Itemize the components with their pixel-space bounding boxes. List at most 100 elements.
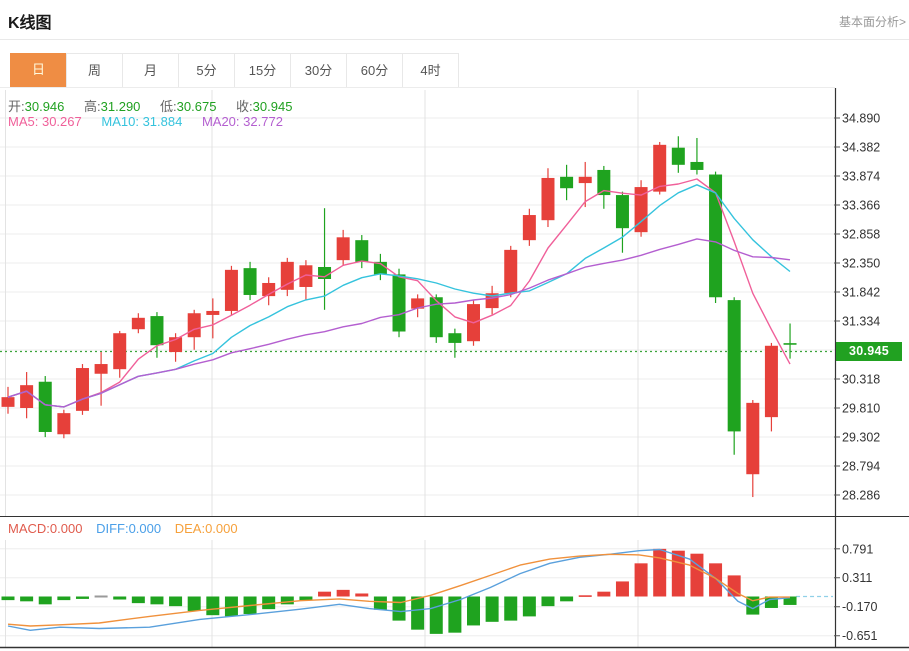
candle-body bbox=[411, 298, 425, 309]
macd-bar bbox=[318, 591, 332, 597]
candle-body bbox=[38, 381, 52, 432]
axis-tick-label: 33.366 bbox=[842, 199, 880, 213]
macd-bar bbox=[448, 596, 462, 633]
macd-label-value: MACD:0.000 bbox=[8, 521, 83, 536]
candle-body bbox=[746, 402, 760, 475]
candle-body bbox=[280, 261, 294, 290]
candle-body bbox=[448, 333, 462, 343]
macd-bar bbox=[280, 596, 294, 605]
macd-bar bbox=[1, 596, 15, 601]
candle-body bbox=[224, 269, 238, 311]
macd-bar bbox=[541, 596, 555, 607]
candle-body bbox=[709, 174, 723, 298]
ma10-label-value: MA10: 31.884 bbox=[101, 114, 183, 129]
candle-body bbox=[560, 176, 574, 189]
macd-bar-zero bbox=[94, 595, 108, 598]
candle-body bbox=[764, 345, 778, 418]
macd-bar bbox=[653, 548, 667, 597]
macd-bar bbox=[429, 596, 443, 634]
macd-bar bbox=[764, 596, 778, 608]
macd-bar bbox=[20, 596, 34, 602]
macd-bar bbox=[783, 596, 797, 605]
candle-body bbox=[243, 268, 257, 295]
macd-bar bbox=[411, 596, 425, 630]
header-divider bbox=[0, 39, 909, 40]
macd-readout: MACD:0.000 DIFF:0.000 DEA:0.000 bbox=[8, 521, 238, 536]
macd-bar bbox=[169, 596, 183, 607]
axis-tick-label: 31.842 bbox=[842, 286, 880, 300]
ma5-line bbox=[7, 178, 791, 408]
macd-bar bbox=[467, 596, 480, 626]
candle-body bbox=[615, 195, 629, 229]
candle-body bbox=[187, 313, 201, 338]
tab-日[interactable]: 日 bbox=[10, 53, 67, 88]
tab-5分[interactable]: 5分 bbox=[178, 53, 235, 88]
candle-body bbox=[131, 317, 145, 330]
dea-label-value: DEA:0.000 bbox=[174, 521, 238, 536]
candle-body bbox=[373, 261, 387, 275]
macd-bar bbox=[578, 595, 592, 597]
candle-body bbox=[634, 187, 648, 233]
candle-body bbox=[299, 265, 313, 287]
page-title: K线图 bbox=[8, 15, 52, 32]
candle-body bbox=[318, 266, 332, 279]
tab-60分[interactable]: 60分 bbox=[346, 53, 403, 88]
tab-30分[interactable]: 30分 bbox=[290, 53, 347, 88]
macd-bar bbox=[113, 596, 127, 600]
high-label: 高: bbox=[84, 99, 101, 114]
macd-bar bbox=[299, 596, 313, 601]
macd-bar bbox=[355, 593, 369, 597]
axis-tick-label: 34.382 bbox=[842, 141, 880, 155]
macd-bar bbox=[634, 563, 648, 597]
axis-tick-label: 31.334 bbox=[842, 315, 880, 329]
axis-tick-label: 0.791 bbox=[842, 542, 873, 556]
macd-bar bbox=[206, 596, 220, 616]
candle-body bbox=[597, 169, 611, 196]
ma5-label-value: MA5: 30.267 bbox=[8, 114, 82, 129]
axis-tick-label: 29.302 bbox=[842, 431, 880, 445]
diff-line bbox=[7, 548, 791, 631]
macd-bar bbox=[690, 553, 704, 597]
axis-tick-label: 0.311 bbox=[842, 571, 872, 585]
fundamental-analysis-link[interactable]: 基本面分析> bbox=[838, 15, 906, 29]
macd-bar bbox=[727, 575, 741, 597]
macd-bar bbox=[224, 596, 238, 617]
axis-tick-label: 28.794 bbox=[842, 460, 880, 474]
tab-bar-underline bbox=[0, 87, 835, 88]
candle-body bbox=[727, 300, 741, 432]
candle-body bbox=[150, 316, 164, 346]
macd-bar bbox=[262, 596, 276, 610]
ma20-line bbox=[7, 238, 791, 408]
macd-bar bbox=[75, 596, 89, 599]
axis-tick-label: 29.810 bbox=[842, 402, 880, 416]
low-label: 低: bbox=[160, 99, 177, 114]
close-label: 收: bbox=[236, 99, 253, 114]
open-value: 30.946 bbox=[24, 99, 65, 114]
macd-bar bbox=[615, 581, 629, 597]
macd-bar bbox=[336, 589, 350, 597]
axis-tick-label: 32.350 bbox=[842, 257, 880, 271]
candle-body bbox=[429, 297, 443, 338]
candle-body bbox=[541, 177, 555, 221]
axis-tick-label: 33.874 bbox=[842, 170, 880, 184]
macd-bar bbox=[709, 563, 723, 597]
macd-bar bbox=[560, 596, 574, 602]
high-value: 31.290 bbox=[100, 99, 141, 114]
macd-bar bbox=[373, 596, 387, 610]
tab-4时[interactable]: 4时 bbox=[402, 53, 459, 88]
candle-body bbox=[206, 310, 220, 315]
candle-body bbox=[1, 397, 15, 407]
candle-body bbox=[355, 240, 369, 262]
close-value: 30.945 bbox=[252, 99, 293, 114]
candle-body bbox=[690, 161, 704, 170]
candle-body bbox=[504, 249, 518, 294]
candle-body bbox=[671, 147, 685, 165]
tab-周[interactable]: 周 bbox=[66, 53, 123, 88]
diff-label-value: DIFF:0.000 bbox=[96, 521, 162, 536]
macd-bar bbox=[131, 596, 145, 604]
ma-readout: MA5: 30.267 MA10: 31.884 MA20: 32.772 bbox=[8, 114, 283, 129]
macd-bar bbox=[392, 596, 406, 621]
macd-bar bbox=[150, 596, 164, 605]
